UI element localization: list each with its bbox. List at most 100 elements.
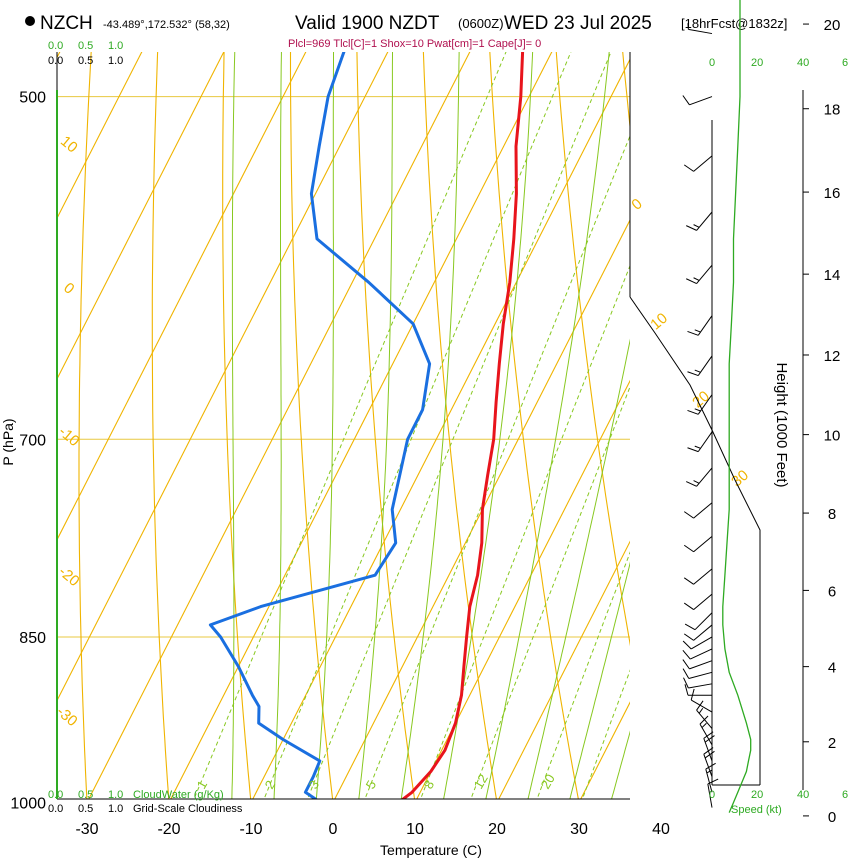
cloud-top-tick: 1.0 xyxy=(108,40,123,52)
wind-barb xyxy=(703,731,715,762)
height-tick-label: 2 xyxy=(828,735,836,752)
mixing-ratio-line xyxy=(470,385,630,799)
dry-adiabat-line xyxy=(151,52,170,799)
wind-barb xyxy=(683,155,713,172)
pressure-tick-label: 500 xyxy=(19,90,46,107)
speed-tick-top: 0 xyxy=(709,57,715,69)
cloud-scale-bottom-tick: 0.5 xyxy=(78,803,93,815)
moist-adiabat-line xyxy=(443,52,534,799)
wind-barb xyxy=(687,394,713,415)
valid-time: Valid 1900 NZDT xyxy=(295,13,440,34)
mixing-ratio-line xyxy=(536,551,630,799)
wind-barb xyxy=(683,568,713,585)
dry-adiabat-line xyxy=(78,52,92,799)
speed-label: Speed (kt) xyxy=(731,804,782,816)
wind-barb xyxy=(699,715,713,746)
temperature-tick-label: 10 xyxy=(406,821,424,838)
dry-adiabat-line xyxy=(356,52,416,799)
wind-barb xyxy=(682,659,713,670)
height-tick-label: 20 xyxy=(824,17,841,34)
isotherm-line xyxy=(641,0,850,842)
moist-adiabat-line xyxy=(315,52,335,799)
wind-barbs xyxy=(682,23,719,808)
mixing-ratio-label: 8 xyxy=(421,778,438,792)
isotherm-line xyxy=(0,0,233,842)
cloud-bottom-tick: 0.5 xyxy=(78,789,93,801)
height-tick-label: 6 xyxy=(828,583,836,600)
grid-cloud-label: Grid-Scale Cloudiness xyxy=(133,803,243,815)
height-tick-label: 4 xyxy=(828,660,836,677)
wind-speed-line xyxy=(722,0,752,813)
wind-barb xyxy=(683,535,713,553)
speed-tick-bottom: 6 xyxy=(842,789,848,801)
speed-tick-bottom: 0 xyxy=(709,789,715,801)
moist-adiabat-line xyxy=(231,52,236,799)
cloud-top-tick: 0.0 xyxy=(48,40,63,52)
wind-barb xyxy=(690,688,713,713)
dry-adiabat-line xyxy=(422,52,497,799)
isobar-lines xyxy=(57,96,630,638)
isotherm-line xyxy=(57,52,143,220)
wind-barb xyxy=(687,355,713,377)
wind-barb xyxy=(682,668,713,680)
isotherm-label: -20 xyxy=(55,563,83,590)
pressure-tick-label: 1000 xyxy=(10,796,46,813)
moist-adiabat-line xyxy=(527,338,630,799)
mixing-ratio-label: 2 xyxy=(262,778,279,792)
wind-barb xyxy=(683,502,713,519)
height-tick-label: 18 xyxy=(824,102,841,119)
wind-barb xyxy=(683,593,713,611)
isotherm-line xyxy=(334,218,630,799)
wind-barb xyxy=(686,467,713,487)
pressure-tick-label: 850 xyxy=(19,630,46,647)
skewed-isotherms xyxy=(0,0,850,842)
header: NZCH -43.489°,172.532° (58,32) Valid 190… xyxy=(25,13,787,50)
mixing-ratio-line xyxy=(193,52,507,799)
wind-barb xyxy=(683,624,713,641)
pressure-axis: 2503004005007008501000 xyxy=(10,90,46,813)
temperature-trace-surface-marker xyxy=(374,812,381,819)
isotherm-line xyxy=(498,540,630,799)
cloud-bottom-tick: 0.0 xyxy=(48,789,63,801)
mixing-ratio-lines xyxy=(193,52,630,799)
height-axis-label: Height (1000 Feet) xyxy=(773,362,790,487)
cloud-scale-bottom: 0.0 0.5 1.0 CloudWater (g/Kg) 0.0 0.5 1.… xyxy=(48,789,243,815)
dewpoint-trace-surface-marker xyxy=(351,812,358,819)
forecast-cycle: [18hrFcst@1832z] xyxy=(681,16,787,31)
moist-adiabat-line xyxy=(611,730,630,799)
height-tick-label: 10 xyxy=(824,428,841,445)
temperature-tick-label: 20 xyxy=(488,821,506,838)
cloud-bottom-tick: 1.0 xyxy=(108,789,123,801)
speed-tick-top: 6 xyxy=(842,57,848,69)
temperature-tick-label: -10 xyxy=(239,821,262,838)
forecast-date: WED 23 Jul 2025 xyxy=(504,13,652,34)
speed-tick-bottom: 20 xyxy=(751,789,763,801)
height-tick-label: 14 xyxy=(824,267,841,284)
cloud-scale-top-tick: 0.5 xyxy=(78,55,93,67)
mixing-ratio-line xyxy=(364,134,630,799)
x-axis-label: Temperature (C) xyxy=(380,842,482,858)
mixing-ratio-label: 20 xyxy=(538,771,558,791)
isotherm-label: 10 xyxy=(647,310,671,334)
dry-adiabat-line xyxy=(652,0,836,842)
wind-barb xyxy=(687,315,713,336)
temperature-trace xyxy=(400,52,525,799)
dry-adiabat-line xyxy=(289,52,334,799)
moist-adiabat-line xyxy=(485,52,610,799)
wind-barb xyxy=(686,211,713,231)
isotherm-label: 0 xyxy=(60,279,77,297)
moist-adiabat-line xyxy=(273,52,282,799)
wind-speed-profile xyxy=(722,0,752,813)
wind-panel: 0 20 40 6 0 20 40 6 Speed (kt) xyxy=(629,0,848,816)
dry-adiabat-line xyxy=(222,52,252,799)
speed-tick-bottom: 40 xyxy=(797,789,809,801)
speed-tick-top: 20 xyxy=(751,57,763,69)
isotherm-label: 10 xyxy=(57,133,81,157)
cloud-scale-top-tick: 0.0 xyxy=(48,55,63,67)
mixing-ratio-label: 12 xyxy=(471,771,491,791)
isotherm-line xyxy=(57,52,389,702)
pressure-tick-label: 700 xyxy=(19,432,46,449)
dry-adiabat-line xyxy=(817,0,850,842)
wind-barb xyxy=(682,95,713,106)
